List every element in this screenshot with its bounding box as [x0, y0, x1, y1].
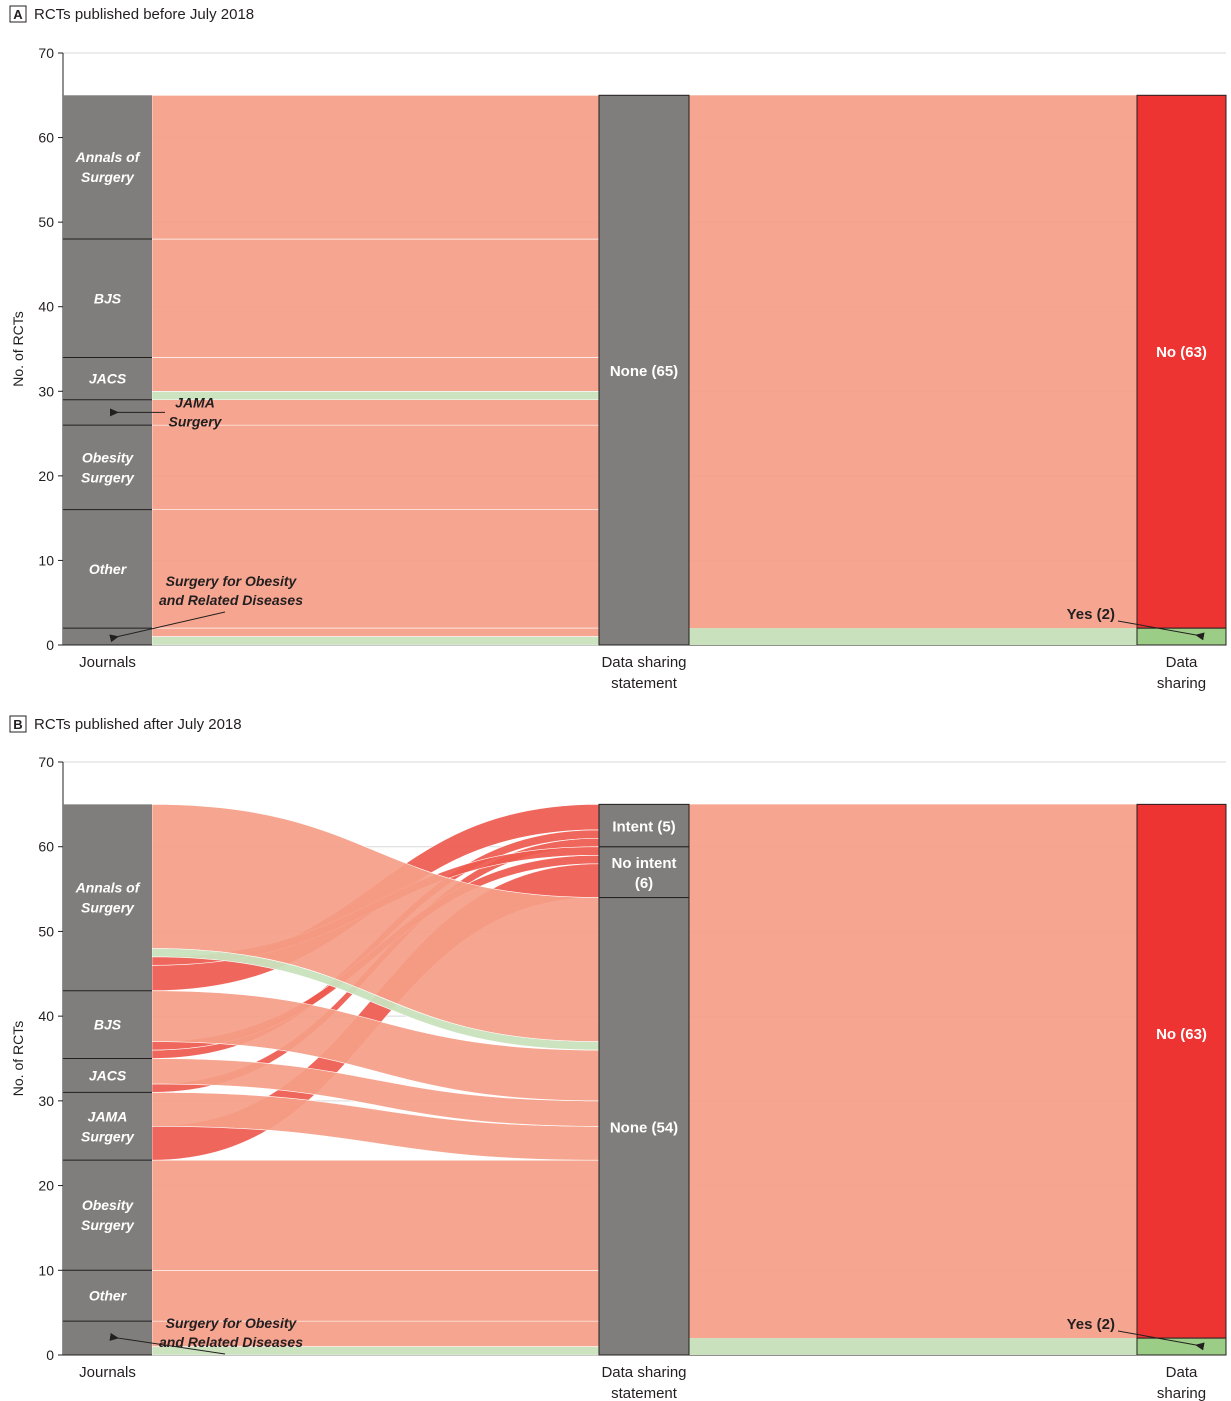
journal-label: Other	[89, 561, 128, 577]
journal-label-line: Obesity	[82, 1197, 135, 1213]
statement-label-line: (6)	[635, 875, 653, 892]
y-tick-label: 70	[38, 754, 54, 770]
x-axis-category-label-line: sharing	[1157, 1385, 1206, 1401]
jama-annotation-line: Surgery	[169, 413, 223, 429]
flow-band	[152, 1160, 599, 1270]
statement-label-line: None (54)	[610, 1119, 678, 1136]
x-axis-category-label: Journals	[79, 1364, 136, 1381]
x-axis-category-label-line: statement	[611, 675, 678, 692]
flow-band	[152, 391, 599, 399]
journal-label-line: Surgery	[81, 169, 135, 185]
sharing-yes-annotation: Yes (2)	[1067, 606, 1115, 623]
x-axis-category-label: Data sharing	[1157, 1364, 1206, 1401]
statement-label: None (65)	[610, 363, 678, 380]
journal-label-line: Other	[89, 1288, 128, 1304]
y-tick-label: 30	[38, 1093, 54, 1109]
sharing-yes-node	[1137, 628, 1226, 645]
x-axis-category-label: Data sharing statement	[601, 654, 686, 692]
statement-label-line: No intent	[612, 855, 677, 872]
flow-band	[152, 95, 599, 239]
journal-label-line: Surgery	[81, 1128, 135, 1144]
sharing-no-node	[1137, 804, 1226, 1338]
y-tick-label: 60	[38, 839, 54, 855]
panel-letter: A	[13, 7, 23, 22]
sharing-yes-annotation: Yes (2)	[1067, 1316, 1115, 1333]
statement-label: None (54)	[610, 1119, 678, 1136]
jama-annotation-line: JAMA	[175, 394, 215, 410]
flow-band-no	[689, 804, 1137, 1338]
flow-band-no	[689, 95, 1137, 628]
sharing-yes-node	[1137, 1338, 1226, 1355]
panel-title: RCTs published after July 2018	[34, 716, 242, 733]
journal-label: Other	[89, 1288, 128, 1304]
flow-band	[152, 239, 599, 357]
journal-label-line: Annals of	[75, 149, 141, 165]
sord-annotation-line: Surgery for Obesity	[166, 1315, 298, 1331]
y-tick-label: 70	[38, 45, 54, 61]
flow-band	[152, 637, 599, 645]
y-tick-label: 10	[38, 552, 54, 568]
statement-label-line: Intent (5)	[612, 819, 675, 836]
flow-band-yes	[689, 628, 1137, 645]
journal-label-line: Other	[89, 561, 128, 577]
y-tick-label: 60	[38, 130, 54, 146]
x-axis-category-label-line: Journals	[79, 1364, 136, 1381]
y-axis-label: No. of RCTs	[10, 311, 26, 386]
panel-title: RCTs published before July 2018	[34, 6, 254, 23]
y-tick-label: 0	[46, 637, 54, 653]
x-axis-category-label-line: Data sharing	[601, 654, 686, 671]
x-axis-category-label-line: Data sharing	[601, 1364, 686, 1381]
sord-annotation-line: Surgery for Obesity	[166, 573, 298, 589]
x-axis-category-label-line: sharing	[1157, 675, 1206, 692]
journal-label-line: Annals of	[75, 880, 141, 896]
x-axis-category-label: Data sharing statement	[601, 1364, 686, 1401]
y-tick-label: 50	[38, 214, 54, 230]
x-axis-category-label: Journals	[79, 654, 136, 671]
journal-label-line: Surgery	[81, 900, 135, 916]
sharing-no-label: No (63)	[1156, 1026, 1207, 1043]
journal-label-line: Obesity	[82, 449, 135, 465]
y-tick-label: 40	[38, 1008, 54, 1024]
journal-label: BJS	[94, 290, 122, 306]
x-axis-category-label-line: statement	[611, 1385, 678, 1401]
x-axis-category-label-line: Journals	[79, 654, 136, 671]
flow-band-yes	[689, 1338, 1137, 1355]
statement-label-line: None (65)	[610, 363, 678, 380]
sord-annotation-line: and Related Diseases	[159, 592, 303, 608]
flow-band	[152, 510, 599, 628]
flow-band	[152, 628, 599, 636]
journal-label-line: JACS	[89, 1067, 127, 1083]
journal-label-line: BJS	[94, 1017, 122, 1033]
x-axis-category-label-line: Data	[1166, 654, 1198, 671]
sharing-no-node	[1137, 95, 1226, 628]
y-tick-label: 20	[38, 468, 54, 484]
statement-label: Intent (5)	[612, 819, 675, 836]
flow-band	[152, 425, 599, 510]
journal-label-line: JAMA	[88, 1108, 128, 1124]
y-tick-label: 0	[46, 1347, 54, 1363]
panel-letter: B	[13, 717, 22, 732]
flow-band	[152, 1270, 599, 1321]
flow-band	[152, 357, 599, 391]
journal-label-line: Surgery	[81, 1217, 135, 1233]
y-tick-label: 40	[38, 299, 54, 315]
y-tick-label: 50	[38, 923, 54, 939]
y-tick-label: 30	[38, 383, 54, 399]
sharing-no-label: No (63)	[1156, 344, 1207, 361]
x-axis-category-label: Data sharing	[1157, 654, 1206, 692]
journal-label: BJS	[94, 1017, 122, 1033]
journal-label-line: JACS	[89, 371, 127, 387]
journal-label: JACS	[89, 1067, 127, 1083]
x-axis-category-label-line: Data	[1166, 1364, 1198, 1381]
y-axis-label: No. of RCTs	[10, 1021, 26, 1096]
journal-label-line: Surgery	[81, 469, 135, 485]
journal-label-line: BJS	[94, 290, 122, 306]
y-tick-label: 20	[38, 1178, 54, 1194]
y-tick-label: 10	[38, 1262, 54, 1278]
journal-label: JACS	[89, 371, 127, 387]
